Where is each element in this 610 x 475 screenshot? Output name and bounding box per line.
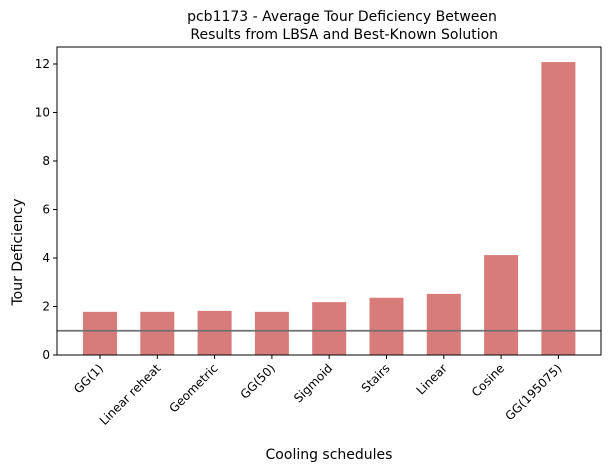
bars (83, 62, 576, 355)
bar-5 (369, 297, 404, 355)
x-tick-label-5: Stairs (359, 361, 393, 395)
plot-frame (56, 46, 602, 356)
x-tick-label-8: GG(195075) (502, 361, 564, 423)
bar-0 (83, 311, 117, 355)
x-tick-label-6: Linear (414, 361, 450, 397)
x-tick-label-1: Linear reheat (97, 361, 164, 428)
y-tick-label-1: 2 (42, 299, 50, 313)
y-tick-label-2: 4 (42, 251, 50, 265)
y-tick-label-5: 10 (35, 105, 50, 119)
x-tick-label-2: Geometric (167, 361, 221, 415)
bar-6 (426, 293, 461, 355)
chart-title-line-2: Results from LBSA and Best-Known Solutio… (186, 27, 498, 43)
bar-3 (254, 311, 289, 355)
x-tick-label-4: Sigmoid (291, 361, 335, 405)
y-tick-label-4: 8 (42, 154, 50, 168)
x-tick-label-0: GG(1) (71, 361, 106, 396)
y-tick-label-3: 6 (42, 202, 50, 216)
x-tick-label-7: Cosine (469, 361, 507, 399)
x-tick-label-3: GG(50) (238, 361, 278, 401)
bar-7 (484, 255, 519, 355)
chart-title-line-1: pcb1173 - Average Tour Deficiency Betwee… (187, 9, 497, 25)
bar-1 (140, 311, 175, 355)
y-axis: 0 2 4 6 8 10 12 (35, 57, 57, 362)
bar-2 (197, 310, 232, 355)
y-axis-label: Tour Deficiency (10, 198, 26, 306)
x-axis: GG(1)Linear reheat Geometric GG(50) Sigmoid… (71, 355, 565, 428)
y-tick-label-0: 0 (42, 348, 50, 362)
bar-4 (312, 302, 347, 355)
x-axis-label: Cooling schedules (266, 447, 393, 463)
y-tick-label-6: 12 (35, 57, 50, 71)
bar-8 (541, 62, 576, 355)
